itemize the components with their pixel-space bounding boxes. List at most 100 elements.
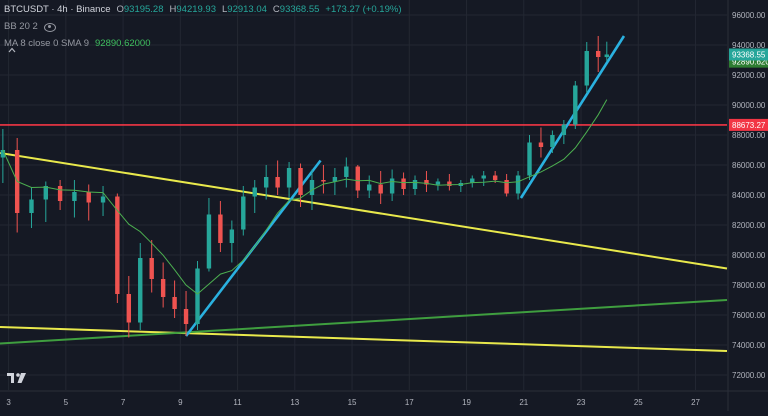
candle [14,138,20,233]
candle [206,198,212,272]
candle-body [115,196,120,294]
x-tick-label: 17 [405,398,414,407]
candle [275,160,280,195]
x-tick-label: 25 [634,398,643,407]
candle [596,36,601,72]
candle-body [286,168,292,188]
candle [229,220,235,263]
candle [584,42,589,93]
candle [447,174,452,191]
trendline-yellow[interactable] [0,152,728,270]
x-tick-label: 7 [121,398,126,407]
ohlc-close-label: C [272,4,280,15]
candle-body [515,175,521,194]
candles [0,36,609,338]
candle [241,186,246,236]
symbol-title[interactable]: BTCUSDT · 4h · Binance [4,4,111,15]
ohlc-close: C93368.55 [273,4,320,16]
candle [538,127,544,158]
eye-icon[interactable] [43,22,56,32]
x-tick-label: 19 [462,398,471,407]
candle [0,129,6,183]
candle-body [100,196,106,203]
candle [57,180,63,210]
candle [435,178,441,191]
candle [126,276,131,338]
trendline-blue[interactable] [519,35,626,199]
candle-body [241,196,246,230]
ma-price-tag-text: 92890.62000 [732,58,768,67]
y-tick-label: 80000.00 [732,251,766,260]
ohlc-open: O93195.28 [116,4,163,16]
ohlc-open-label: O [116,4,124,15]
y-tick-label: 92000.00 [732,71,766,80]
ma-indicator-row[interactable]: MA 8 close 0 SMA 9 92890.62000 [4,38,401,50]
candle [321,165,326,194]
price-change: +173.27 (+0.19%) [325,4,402,15]
candle-body [435,181,441,185]
candle [172,280,177,318]
candle [298,163,303,207]
candle [389,169,395,201]
bb-indicator-row[interactable]: BB 20 2 [4,21,401,33]
candle [367,175,372,198]
y-tick-label: 96000.00 [732,11,766,20]
candle [138,243,143,330]
candle-body [604,54,609,58]
y-tick-label: 82000.00 [732,221,766,230]
candle-body [172,297,177,309]
candle [355,165,360,198]
x-tick-label: 27 [691,398,700,407]
x-tick-label: 15 [348,398,357,407]
level-price-tag: 88673.27 [729,118,768,131]
drawings[interactable] [0,35,728,352]
candle-body [412,180,418,189]
ohlc-high: H94219.93 [170,4,217,16]
candle-body [206,214,212,269]
candle [344,157,349,188]
candle [561,120,567,144]
chevron-up-icon[interactable] [8,46,16,54]
candle-body [57,186,63,201]
candle [527,135,532,180]
candle [604,41,609,62]
ohlc-low: L92913.04 [222,4,267,16]
candle [160,262,166,308]
candle [550,130,555,153]
candle-body [263,177,269,188]
candle [218,201,223,252]
x-tick-label: 3 [6,398,11,407]
candle-body [309,180,315,195]
chart-legend: BTCUSDT · 4h · Binance O93195.28 H94219.… [4,4,401,55]
ohlc-open-value: 93195.28 [123,4,164,15]
tradingview-logo-icon[interactable] [6,370,28,386]
candle-body [527,142,532,176]
trendline-green[interactable] [0,299,728,345]
grid [0,0,727,390]
candle-body [367,184,372,191]
candle [100,186,106,216]
ma-indicator-value: 92890.62000 [95,38,151,49]
y-tick-label: 90000.00 [732,101,766,110]
candle-body [138,258,143,323]
ohlc-close-value: 93368.55 [279,4,320,15]
ma-line [2,99,608,295]
candle-body [0,150,6,158]
candle [470,175,475,188]
ohlc-high-label: H [169,4,177,15]
candle-body [378,184,383,194]
candle [29,187,34,228]
candle [149,240,154,293]
candle-body [481,175,486,179]
last-price-tag-text: 93368.55 [732,50,766,59]
candle-body [275,177,280,188]
candle-body [72,192,77,201]
y-tick-label: 88000.00 [732,131,766,140]
candle-body [86,192,91,203]
candle-body [584,51,589,86]
trendline-yellow[interactable] [0,326,728,352]
candle [195,261,200,330]
